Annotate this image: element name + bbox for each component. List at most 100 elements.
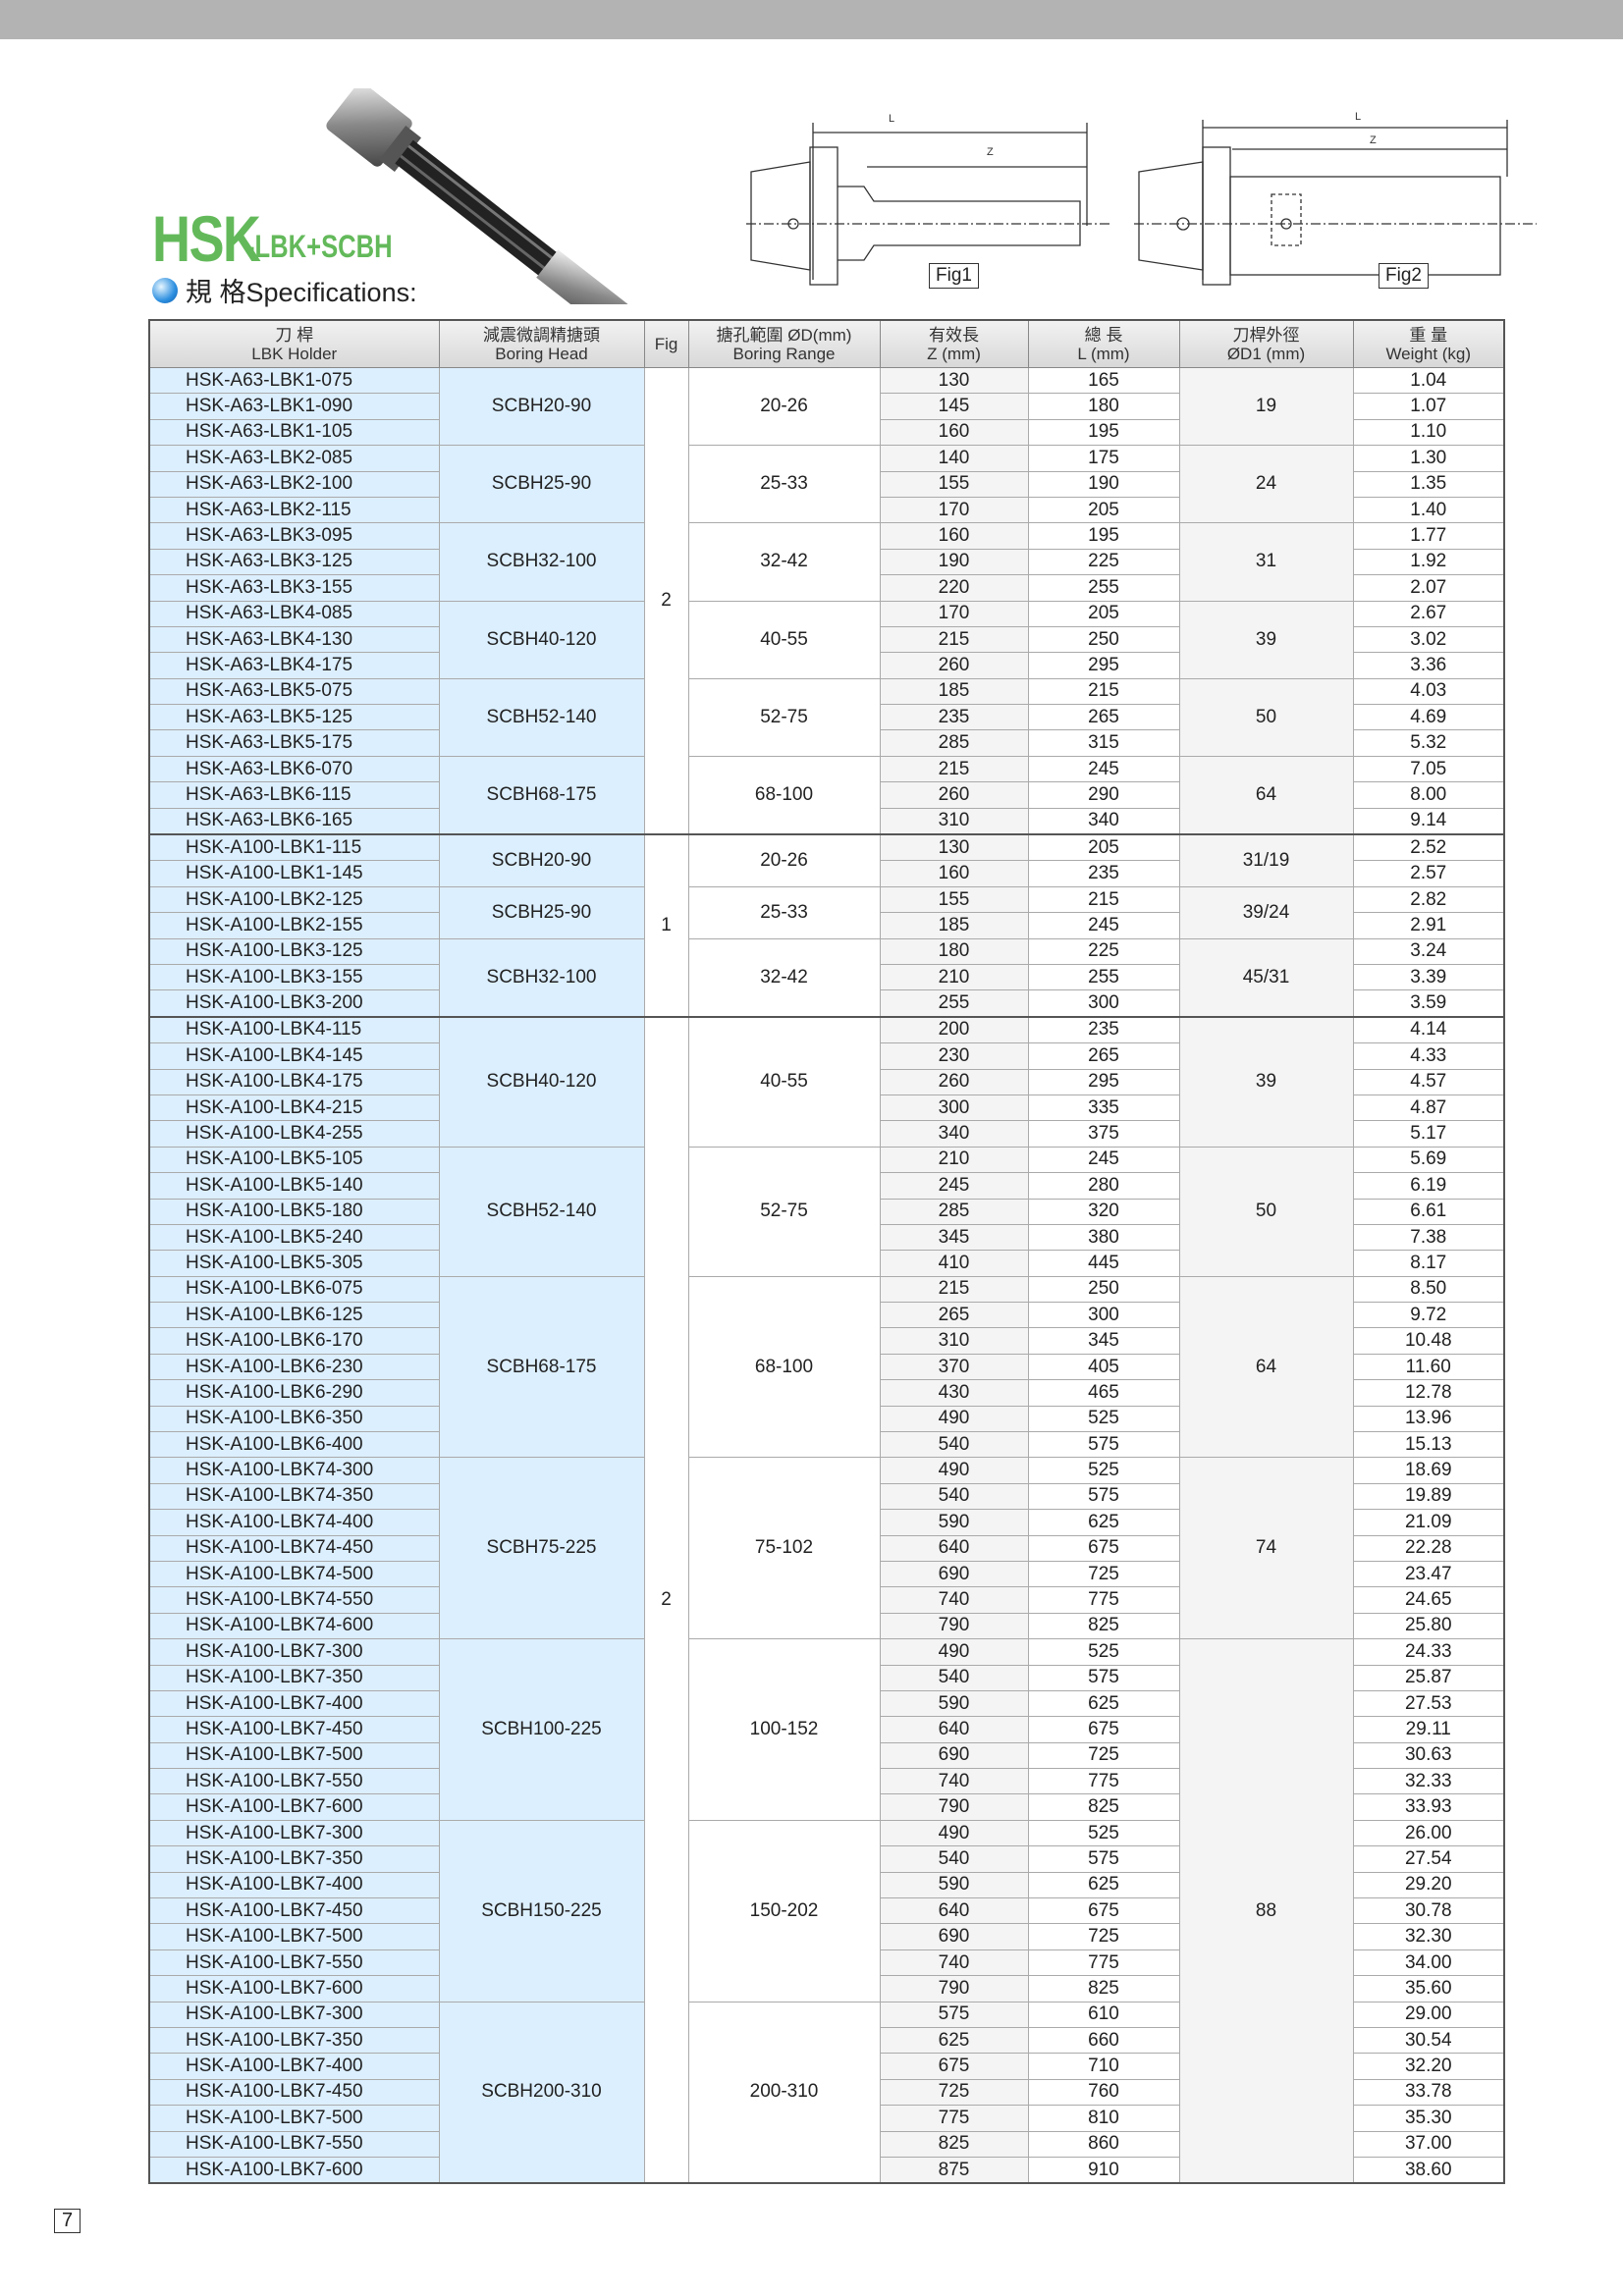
z-cell: 210 [879,1146,1029,1174]
boring-range-cell: 52-75 [687,677,881,757]
weight-cell: 21.09 [1352,1509,1505,1536]
l-cell: 335 [1027,1094,1180,1122]
z-cell: 155 [879,470,1029,498]
holder-cell: HSK-A100-LBK7-600 [148,1793,440,1821]
weight-cell: 29.20 [1352,1871,1505,1899]
boring-head-cell: SCBH40-120 [438,1015,645,1148]
z-cell: 185 [879,912,1029,939]
table-row: HSK-A100-LBK7-500 775 810 35.30 [148,2105,1505,2132]
table-row: HSK-A100-LBK5-305 410 445 8.17 [148,1250,1505,1277]
boring-head-cell: SCBH68-175 [438,755,645,835]
column-header: 減震微調精搪頭 Boring Head [438,319,645,368]
column-header: Fig [643,319,689,368]
table-row: HSK-A63-LBK6-165 310 340 9.14 [148,807,1505,835]
header-zh: Fig [654,335,678,353]
holder-cell: HSK-A63-LBK2-085 [148,445,440,472]
z-cell: 740 [879,1768,1029,1795]
z-cell: 235 [879,704,1029,731]
z-cell: 215 [879,755,1029,783]
holder-cell: HSK-A100-LBK7-350 [148,2026,440,2055]
weight-cell: 25.80 [1352,1612,1505,1640]
boring-range-cell: 200-310 [687,2001,881,2184]
table-row: HSK-A100-LBK1-115 SCBH20-90 1 20-26 130 205 31… [148,833,1505,1018]
z-cell: 255 [879,989,1029,1018]
weight-cell: 7.05 [1352,755,1505,783]
z-cell: 180 [879,937,1029,965]
weight-cell: 1.40 [1352,496,1505,524]
table-row: HSK-A63-LBK5-075 SCBH52-140 52-75 185 215 50 4… [148,677,1505,757]
l-cell: 760 [1027,2078,1180,2107]
weight-cell: 27.53 [1352,1689,1505,1718]
l-cell: 775 [1027,1586,1180,1614]
holder-cell: HSK-A63-LBK6-115 [148,781,440,809]
z-cell: 245 [879,1172,1029,1200]
boring-head-cell: SCBH20-90 [438,833,645,887]
weight-cell: 2.67 [1352,600,1505,627]
weight-cell: 23.47 [1352,1560,1505,1588]
boring-head-cell: SCBH150-225 [438,1819,645,2002]
holder-cell: HSK-A63-LBK4-175 [148,652,440,679]
z-cell: 370 [879,1353,1029,1381]
table-row: HSK-A63-LBK4-175 260 295 3.36 [148,652,1505,679]
od1-cell: 64 [1178,755,1354,835]
holder-cell: HSK-A100-LBK7-300 [148,1819,440,1847]
l-cell: 295 [1027,652,1180,679]
header-en: Z (mm) [927,344,981,363]
boring-range-cell: 52-75 [687,1146,881,1277]
boring-head-cell: SCBH200-310 [438,2001,645,2184]
weight-cell: 4.57 [1352,1068,1505,1095]
l-cell: 465 [1027,1379,1180,1407]
table-row: HSK-A100-LBK74-550 740 775 24.65 [148,1586,1505,1614]
table-row: HSK-A100-LBK5-240 345 380 7.38 [148,1223,1505,1252]
boring-range-cell: 20-26 [687,366,881,447]
holder-cell: HSK-A100-LBK6-290 [148,1379,440,1407]
l-cell: 205 [1027,833,1180,862]
holder-cell: HSK-A100-LBK4-145 [148,1042,440,1070]
weight-cell: 4.03 [1352,677,1505,706]
l-cell: 575 [1027,1431,1180,1459]
weight-cell: 3.59 [1352,989,1505,1018]
l-cell: 255 [1027,963,1180,991]
table-row: HSK-A100-LBK7-350 540 575 25.87 [148,1664,1505,1691]
l-cell: 280 [1027,1172,1180,1200]
weight-cell: 37.00 [1352,2130,1505,2158]
z-cell: 490 [879,1638,1029,1666]
z-cell: 310 [879,1327,1029,1355]
l-cell: 910 [1027,2156,1180,2184]
weight-cell: 30.78 [1352,1897,1505,1925]
z-cell: 190 [879,548,1029,576]
holder-cell: HSK-A63-LBK5-175 [148,729,440,757]
weight-cell: 11.60 [1352,1353,1505,1381]
boring-head-cell: SCBH52-140 [438,1146,645,1277]
column-header: 搪孔範圍 ØD(mm) Boring Range [687,319,881,368]
svg-text:L: L [1355,111,1361,123]
z-cell: 825 [879,2130,1029,2158]
holder-cell: HSK-A100-LBK3-155 [148,963,440,991]
boring-range-cell: 75-102 [687,1457,881,1640]
weight-cell: 5.69 [1352,1146,1505,1174]
weight-cell: 24.33 [1352,1638,1505,1666]
l-cell: 190 [1027,470,1180,498]
table-row: HSK-A100-LBK74-500 690 725 23.47 [148,1560,1505,1588]
weight-cell: 8.00 [1352,781,1505,809]
z-cell: 230 [879,1042,1029,1070]
weight-cell: 1.07 [1352,393,1505,420]
table-row: HSK-A100-LBK7-300 SCBH200-310 200-310 575 61… [148,2001,1505,2184]
holder-cell: HSK-A100-LBK4-115 [148,1015,440,1044]
holder-cell: HSK-A100-LBK74-550 [148,1586,440,1614]
l-cell: 375 [1027,1120,1180,1148]
table-row: HSK-A63-LBK5-125 235 265 4.69 [148,704,1505,731]
l-cell: 300 [1027,989,1180,1018]
holder-cell: HSK-A100-LBK7-300 [148,2001,440,2029]
title-main: HSK [152,202,261,275]
weight-cell: 33.78 [1352,2078,1505,2107]
boring-range-cell: 25-33 [687,445,881,524]
table-row: HSK-A100-LBK4-215 300 335 4.87 [148,1094,1505,1122]
l-cell: 575 [1027,1664,1180,1691]
weight-cell: 4.69 [1352,704,1505,731]
l-cell: 625 [1027,1689,1180,1718]
l-cell: 660 [1027,2026,1180,2055]
z-cell: 340 [879,1120,1029,1148]
z-cell: 215 [879,625,1029,654]
svg-text:Z: Z [987,146,994,158]
